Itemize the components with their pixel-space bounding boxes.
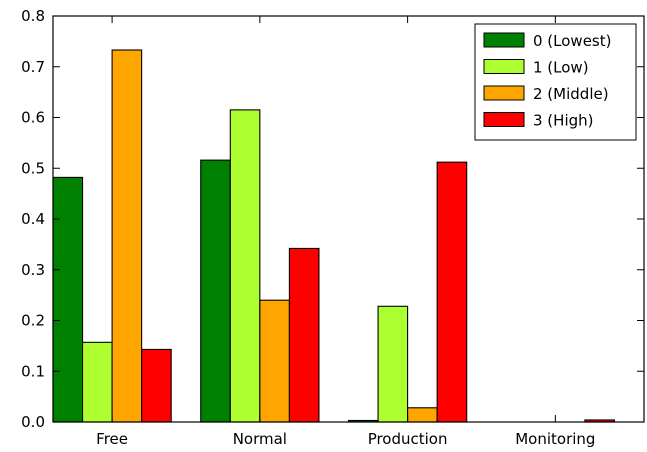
x-tick-label: Production xyxy=(368,430,448,448)
x-tick-label: Normal xyxy=(233,430,287,448)
bar-free-3-high xyxy=(141,348,172,423)
x-tick-label: Free xyxy=(96,430,128,448)
bar-production-1-low xyxy=(377,305,409,423)
y-tick-label: 0.2 xyxy=(21,312,45,330)
bar-normal-1-low xyxy=(229,109,261,423)
y-tick-label: 0.7 xyxy=(21,58,45,76)
y-tick-label: 0.0 xyxy=(21,413,45,431)
bar-free-2-middle xyxy=(111,49,143,423)
y-tick-label: 0.8 xyxy=(21,7,45,25)
bar-production-2-middle xyxy=(407,407,438,423)
y-axis: 0.0 0.1 0.2 0.3 0.4 0.5 0.6 0.7 0.8 xyxy=(21,7,644,431)
bar-free-0-lowest xyxy=(52,176,84,423)
bar-normal-0-lowest xyxy=(200,159,231,423)
legend-label-1-low: 1 (Low) xyxy=(533,59,589,77)
legend-label-2-middle: 2 (Middle) xyxy=(533,85,609,103)
bar-normal-2-middle xyxy=(259,299,290,423)
legend-label-0-lowest: 0 (Lowest) xyxy=(533,32,611,50)
y-tick-label: 0.5 xyxy=(21,159,45,177)
bar-normal-3-high xyxy=(288,247,320,423)
x-axis: Free Normal Production Monitoring xyxy=(96,16,595,448)
x-tick-label: Monitoring xyxy=(515,430,595,448)
bars-group xyxy=(52,49,616,423)
legend-swatch-3-high xyxy=(483,112,525,127)
bar-production-3-high xyxy=(436,161,468,423)
legend-label-3-high: 3 (High) xyxy=(533,112,594,130)
legend: 0 (Lowest) 1 (Low) 2 (Middle) 3 (High) xyxy=(474,23,637,141)
y-tick-label: 0.1 xyxy=(21,362,45,380)
y-tick-label: 0.3 xyxy=(21,261,45,279)
legend-swatch-1-low xyxy=(483,59,525,74)
legend-swatch-0-lowest xyxy=(483,32,525,48)
y-tick-label: 0.6 xyxy=(21,109,45,127)
y-tick-label: 0.4 xyxy=(21,210,45,228)
bar-free-1-low xyxy=(82,341,113,423)
legend-swatch-2-middle xyxy=(483,85,525,101)
